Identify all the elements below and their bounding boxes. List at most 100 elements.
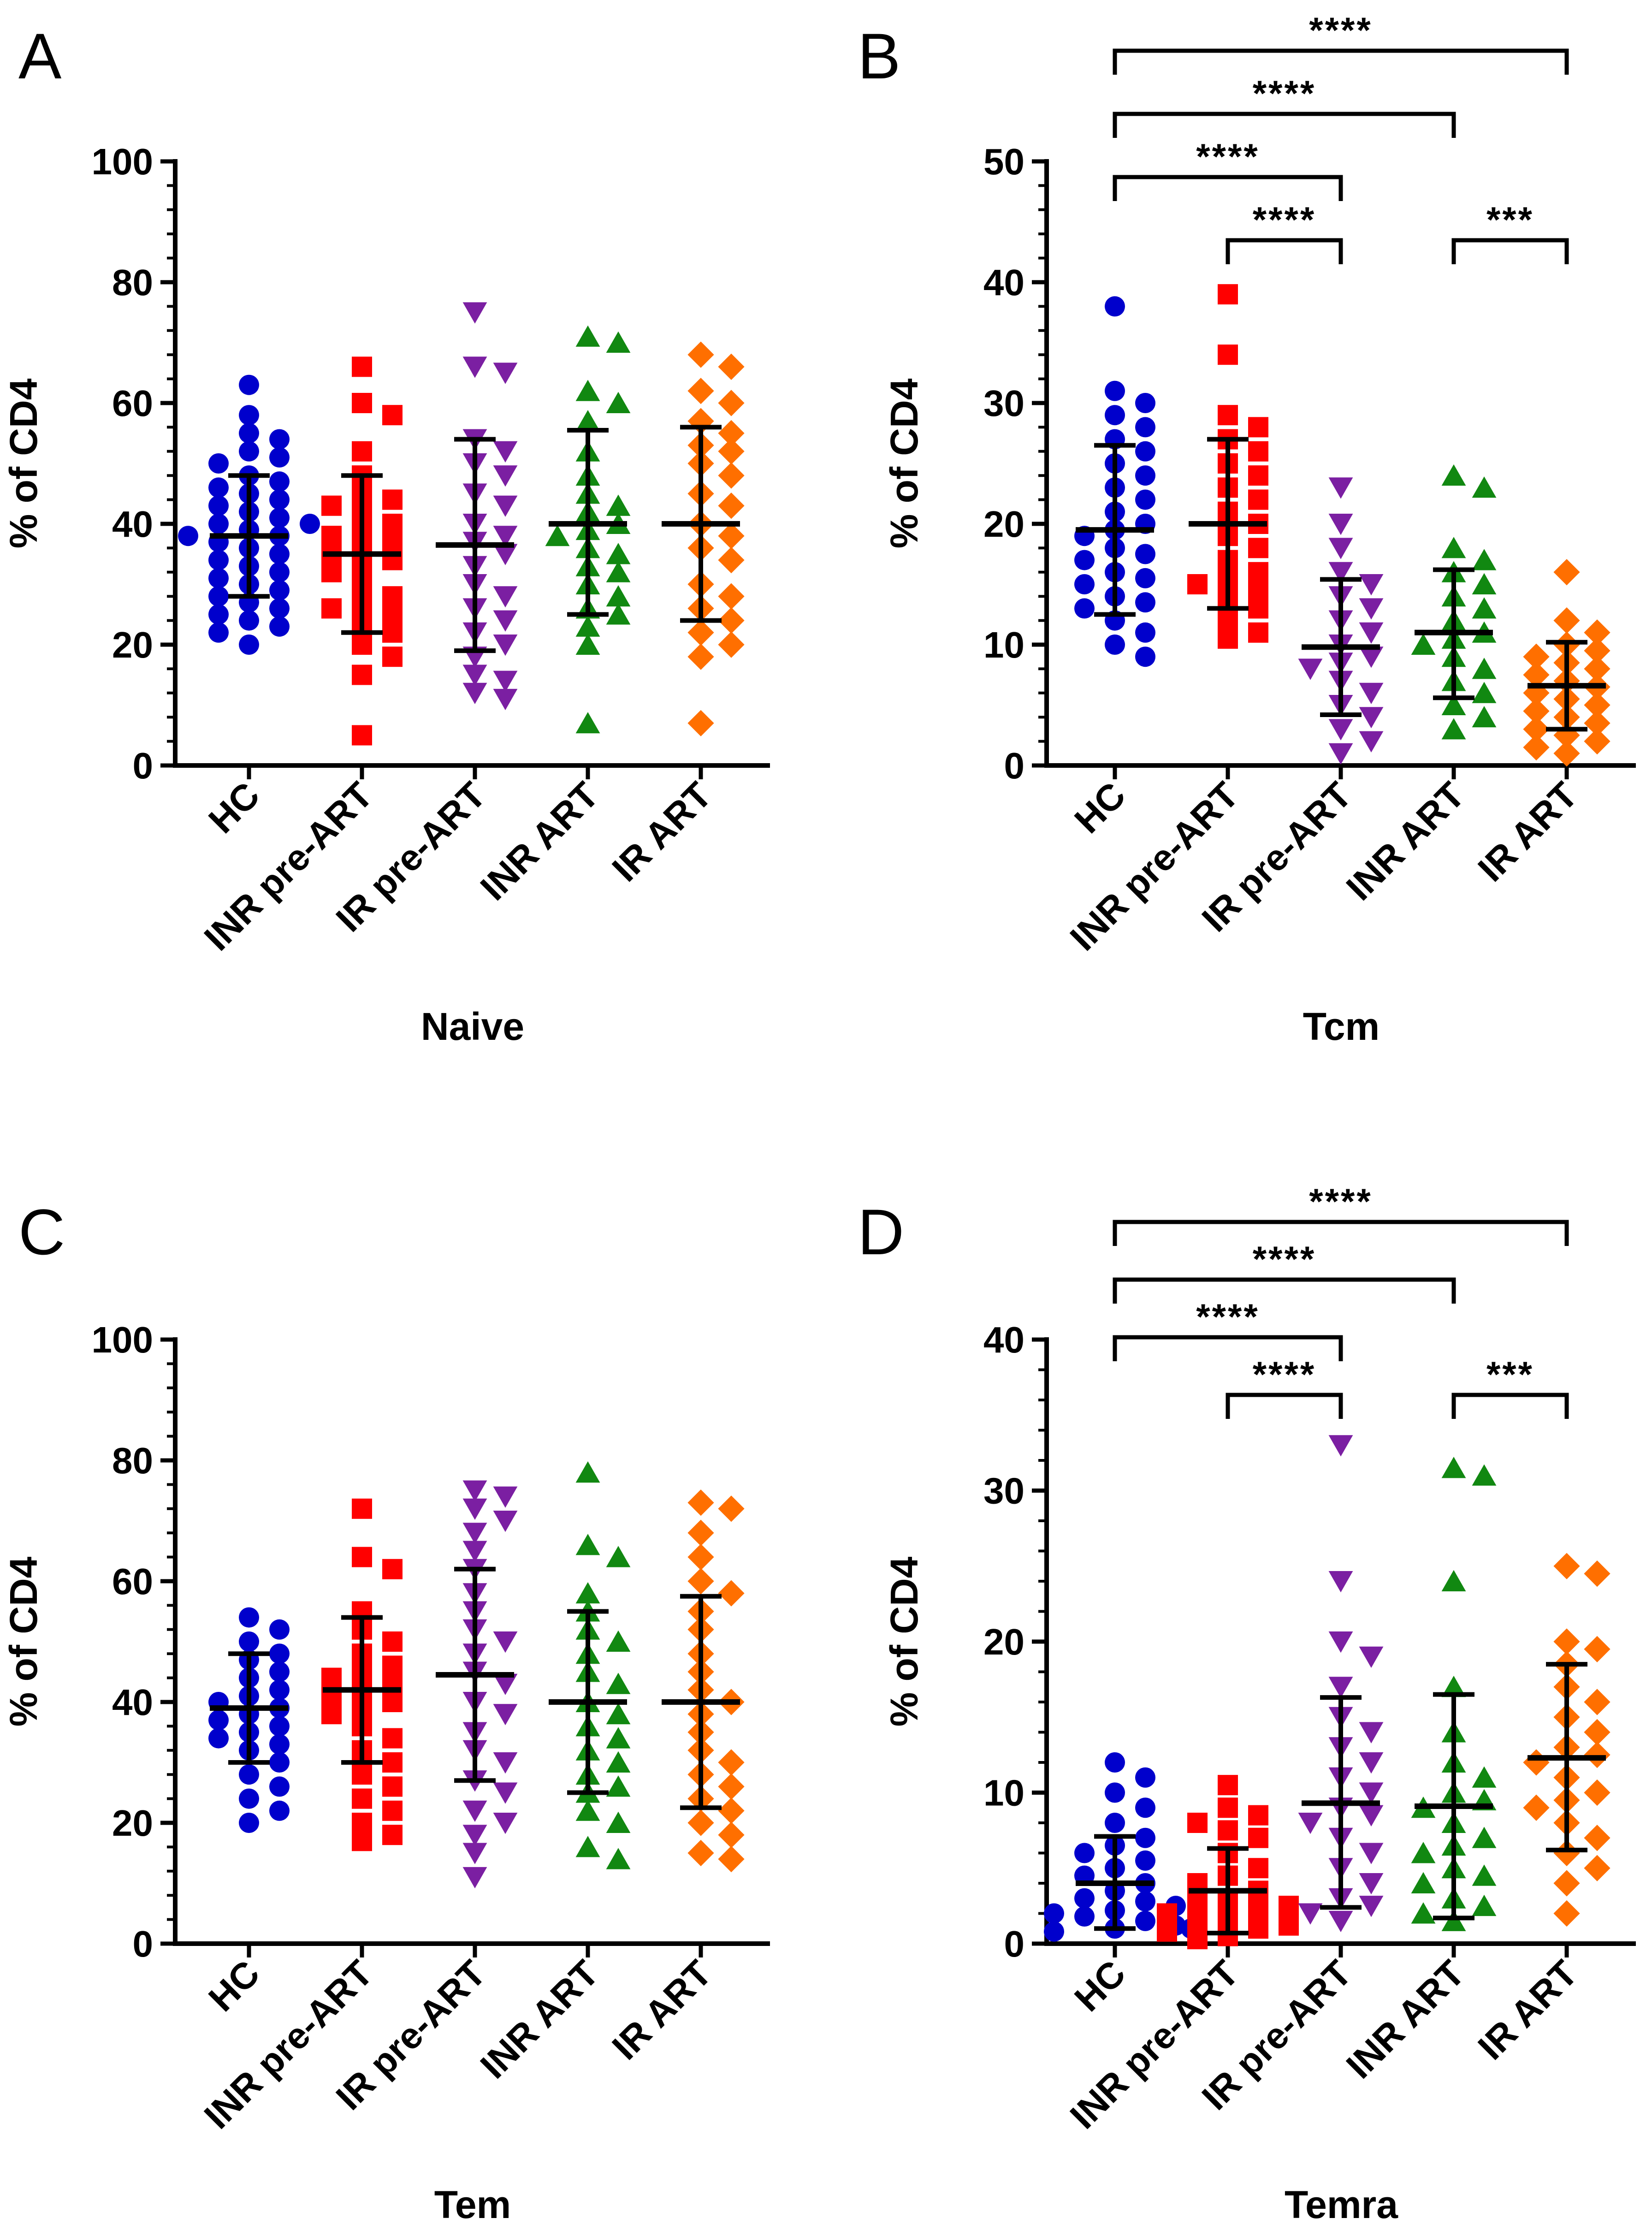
data-point [1359,598,1384,620]
data-point [382,622,403,643]
y-tick-label: 30 [983,383,1024,424]
data-point [462,682,487,704]
data-point [1359,646,1384,668]
data-point [606,1727,631,1749]
bracket-line [1451,1393,1569,1419]
data-point [575,1461,600,1483]
data-point [1359,1646,1384,1668]
y-tick-label: 20 [983,504,1024,545]
data-point [1411,1842,1436,1863]
data-point [352,441,372,462]
significance-label: **** [1253,73,1316,113]
data-point [1472,1464,1497,1486]
data-point [321,495,342,516]
data-point [1328,1910,1353,1933]
y-tick-label: 30 [983,1471,1024,1512]
data-point [1523,716,1550,742]
data-point [1411,1872,1436,1893]
bracket-line [1226,238,1343,264]
data-point [462,664,487,686]
data-point [1553,1628,1580,1655]
panel-letter: C [18,1196,65,1268]
y-tick-label: 60 [112,1561,153,1602]
data-point [269,598,290,619]
data-point [1441,537,1466,558]
y-tick-label: 10 [983,1773,1024,1814]
data-point [269,1661,290,1682]
y-tick-label: 40 [112,1682,153,1723]
x-tick-label: INR ART [473,1952,606,2086]
data-point [493,635,518,656]
data-point [1441,694,1466,715]
data-point [1248,580,1268,601]
data-point [1359,1782,1384,1804]
data-point [1359,1752,1384,1774]
data-point [1472,597,1497,619]
data-point [462,1498,487,1520]
data-point [493,1782,518,1804]
data-point [493,526,518,547]
data-point [1584,1742,1611,1768]
data-point [178,526,198,546]
data-point [1472,658,1497,679]
data-point [718,492,745,519]
data-point [1523,1749,1550,1776]
data-point [1584,1855,1611,1881]
data-point [352,1813,372,1833]
data-point [1187,1891,1208,1912]
y-tick-label: 0 [1004,745,1025,786]
panel-letter: D [858,1196,904,1268]
data-point [239,1764,259,1785]
data-point [1218,1797,1238,1818]
series-hc [1044,1752,1201,1942]
data-point [1248,562,1268,582]
data-point [1523,734,1550,761]
panel-letter: B [858,20,900,92]
bracket-line [1113,175,1343,201]
data-point [575,1799,600,1821]
data-point [208,1710,229,1731]
x-tick-label: IR ART [604,1952,719,2067]
data-point [575,325,600,347]
data-point [462,1480,487,1502]
data-point [718,1749,745,1776]
data-point [1218,1775,1238,1796]
significance-bracket: *** [1451,199,1569,264]
data-point [575,615,600,637]
data-point [493,688,518,711]
data-point [606,585,631,607]
data-point [239,1607,259,1628]
data-point [718,522,745,549]
data-point [1584,619,1611,646]
data-point [321,1667,342,1688]
data-point [1553,1870,1580,1897]
data-point [687,710,714,736]
data-point [239,1788,259,1809]
data-point [718,631,745,658]
data-point [606,603,631,625]
data-point [1135,1850,1155,1871]
significance-label: **** [1309,10,1372,50]
data-point [687,1809,714,1836]
significance-label: **** [1253,199,1316,240]
series-ir-pre-art [436,1480,518,1889]
series-hc [178,374,320,655]
data-point [493,586,518,608]
data-point [352,1498,372,1519]
significance-bracket: **** [1226,1354,1343,1419]
data-point [321,598,342,619]
series-inr-art [1411,1457,1497,1931]
data-point [1074,550,1095,570]
data-point [606,1775,631,1797]
data-point [1248,1918,1268,1939]
data-point [718,1797,745,1824]
data-point [1359,574,1384,596]
significance-label: *** [1486,199,1534,240]
data-point [1472,1894,1497,1916]
data-point [1279,1915,1299,1936]
data-point [1279,1896,1299,1916]
data-point [382,1692,403,1712]
data-point [1553,1839,1580,1867]
